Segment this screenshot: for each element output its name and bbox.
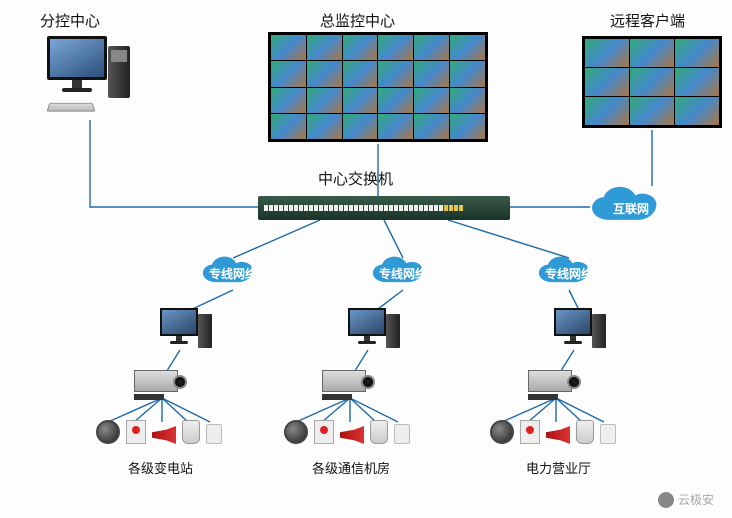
site3-tower: [592, 314, 606, 348]
private-network-cloud-2: 专线网络: [366, 256, 440, 290]
private-network-label-2: 专线网络: [379, 265, 427, 282]
site1-label: 各级变电站: [128, 458, 193, 477]
site1-camera: [134, 370, 192, 400]
center-switch: [258, 196, 510, 220]
door-contact-icon: [206, 424, 222, 444]
label-main-monitor-center: 总监控中心: [320, 10, 395, 31]
motion-sensor-icon: [576, 420, 594, 444]
internet-cloud: 互联网: [588, 186, 674, 230]
label-center-switch: 中心交换机: [318, 168, 393, 189]
private-network-label-1: 专线网络: [209, 265, 257, 282]
alarm-button-icon: [314, 420, 334, 444]
door-contact-icon: [600, 424, 616, 444]
speaker-icon: [490, 420, 514, 444]
sub-control-tower: [108, 46, 130, 98]
siren-horn-icon: [340, 426, 364, 444]
label-remote-client: 远程客户端: [610, 10, 685, 31]
motion-sensor-icon: [370, 420, 388, 444]
speaker-icon: [96, 420, 120, 444]
site1-tower: [198, 314, 212, 348]
site3-devices: [490, 420, 616, 444]
private-network-cloud-3: 专线网络: [532, 256, 606, 290]
door-contact-icon: [394, 424, 410, 444]
sub-control-keyboard: [46, 103, 95, 112]
site2-tower: [386, 314, 400, 348]
internet-cloud-label: 互联网: [613, 200, 649, 217]
watermark-text: 云极安: [678, 491, 714, 508]
siren-horn-icon: [546, 426, 570, 444]
speaker-icon: [284, 420, 308, 444]
site2-devices: [284, 420, 410, 444]
site3-camera: [528, 370, 586, 400]
alarm-button-icon: [520, 420, 540, 444]
motion-sensor-icon: [182, 420, 200, 444]
watermark-icon: [658, 492, 674, 508]
siren-horn-icon: [152, 426, 176, 444]
sub-control-monitor: [38, 36, 116, 98]
site2-label: 各级通信机房: [312, 458, 390, 477]
watermark: 云极安: [658, 491, 714, 508]
main-video-wall: [268, 32, 488, 142]
site2-camera: [322, 370, 380, 400]
alarm-button-icon: [126, 420, 146, 444]
site1-devices: [96, 420, 222, 444]
private-network-label-3: 专线网络: [545, 265, 593, 282]
remote-video-wall: [582, 36, 722, 128]
site3-label: 电力营业厅: [526, 458, 591, 477]
private-network-cloud-1: 专线网络: [196, 256, 270, 290]
label-sub-control-center: 分控中心: [40, 10, 100, 31]
